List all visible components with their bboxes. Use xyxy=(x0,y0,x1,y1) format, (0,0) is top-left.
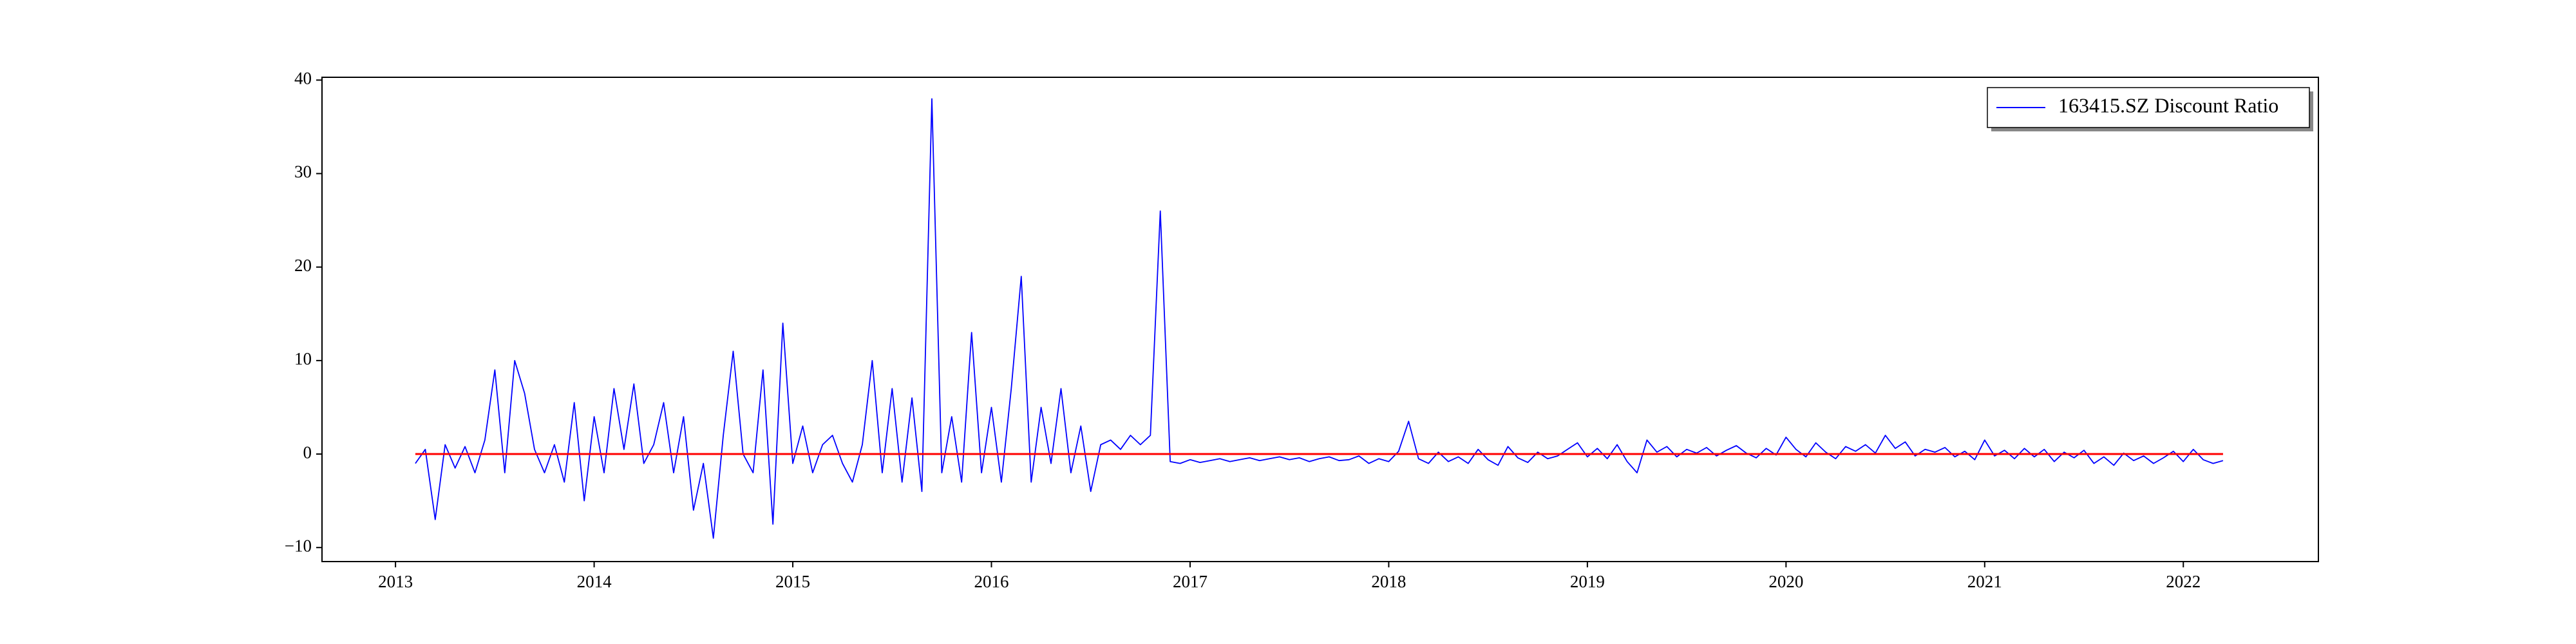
x-tick-label: 2015 xyxy=(775,572,810,591)
x-tick-label: 2017 xyxy=(1173,572,1208,591)
y-tick-label: 20 xyxy=(294,256,312,275)
y-tick-label: 10 xyxy=(294,349,312,368)
x-tick-label: 2020 xyxy=(1768,572,1803,591)
x-tick-label: 2019 xyxy=(1570,572,1605,591)
y-tick-label: −10 xyxy=(285,536,312,555)
axes-frame xyxy=(321,77,2319,562)
x-tick-label: 2014 xyxy=(577,572,612,591)
legend-label: 163415.SZ Discount Ratio xyxy=(2058,93,2278,117)
x-tick-label: 2021 xyxy=(1967,572,2002,591)
y-tick-label: 40 xyxy=(294,69,312,88)
x-tick-label: 2018 xyxy=(1371,572,1406,591)
x-tick-label: 2016 xyxy=(974,572,1009,591)
series-line xyxy=(415,98,2224,539)
x-tick-label: 2013 xyxy=(378,572,413,591)
y-tick-label: 0 xyxy=(303,442,312,462)
y-tick-label: 30 xyxy=(294,162,312,182)
x-tick-label: 2022 xyxy=(2166,572,2201,591)
